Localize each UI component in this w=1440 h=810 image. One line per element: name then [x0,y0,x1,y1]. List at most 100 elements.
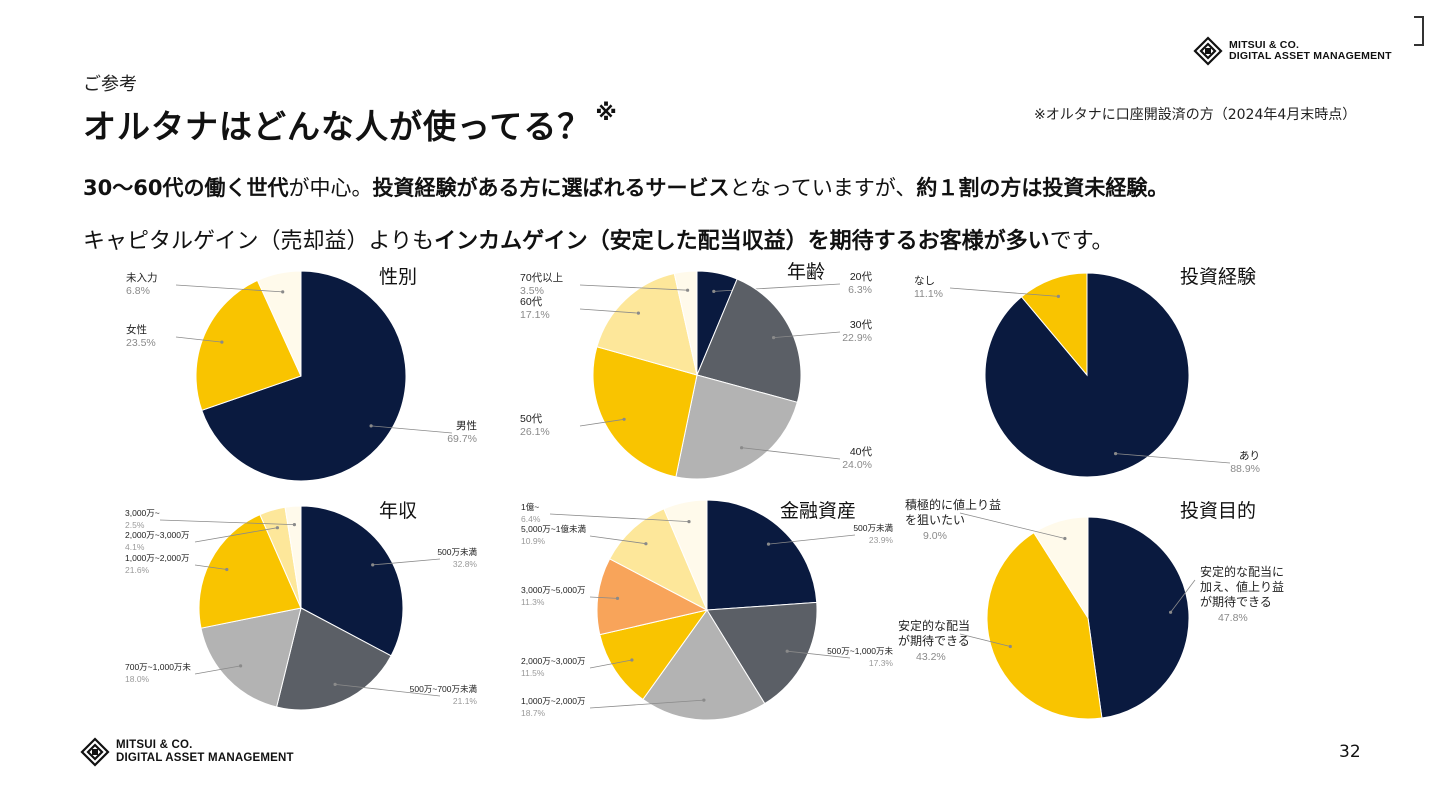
leader-dot [630,658,634,662]
slice-label: 500万未満 [437,547,477,557]
leader-line [194,564,227,570]
slice-percent: 2.5% [125,520,145,530]
leader-line [773,331,841,338]
leader-dot [644,542,648,546]
slice-percent: 3.5% [520,285,544,297]
leader-dot [333,682,337,687]
leader-dot [766,542,771,546]
brand-line2: DIGITAL ASSET MANAGEMENT [116,752,294,764]
pie-slice-gender [195,279,302,411]
pie-slice-income [275,607,392,711]
leader-dot [220,340,224,344]
leader-line [1115,453,1231,464]
leader-dot [687,520,691,524]
leader-dot [369,424,373,428]
slice-label: 70代以上 [520,272,563,284]
slice-label: 3,000万~ [125,508,160,518]
summary-line-1: 30〜60代の働く世代が中心。投資経験がある方に選ばれるサービスとなっていますが… [83,172,1168,202]
slice-label: 2,000万~3,000万 [125,530,190,540]
pie-slice-assets [663,499,708,611]
summary-highlight: 約１割の方は投資未経験。 [916,176,1169,200]
leader-dot [686,288,690,292]
brand-mark-icon [80,737,110,767]
slice-label: 安定的な配当に [1200,564,1284,579]
slice-percent: 6.8% [126,285,150,297]
pie-slice-assets [642,609,766,721]
summary-text: となっていますが、 [729,176,917,200]
slice-label: が期待できる [898,633,970,648]
pie-slice-assets [706,499,818,611]
slice-label: 女性 [126,323,147,336]
slice-label: 1億~ [521,502,539,512]
leader-dot [772,336,776,340]
slice-percent: 88.9% [1230,463,1260,475]
slice-percent: 9.0% [923,530,947,542]
leader-line [1170,579,1196,613]
slice-label: 700万~1,000万未 [125,662,191,672]
leader-line [194,527,278,543]
leader-line [175,336,222,343]
slice-percent: 22.9% [842,332,872,344]
leader-dot [1114,452,1118,456]
slice-percent: 17.3% [869,658,894,668]
slice-percent: 69.7% [447,433,477,445]
pie-slice-assets [706,601,818,705]
leader-line [787,650,851,659]
slice-percent: 47.8% [1218,612,1248,624]
pie-slice-income [284,505,302,609]
leader-dot [292,523,296,527]
page-number: 32 [1339,742,1361,762]
pie-slice-income [200,607,302,708]
leader-dot [740,446,744,450]
page-title-text: オルタナはどんな人が使ってる？ [83,107,592,146]
pie-slice-income [198,513,302,629]
slice-label: 積極的に値上り益 [905,497,1001,512]
slice-label: 安定的な配当 [898,618,970,633]
slice-percent: 11.5% [521,668,545,678]
slice-percent: 23.9% [869,535,894,545]
slice-percent: 18.0% [125,674,150,684]
slice-label: 50代 [520,413,543,425]
slice-percent: 4.1% [125,542,145,552]
brand-name: MITSUI & CO. DIGITAL ASSET MANAGEMENT [116,739,294,765]
slice-percent: 32.8% [453,559,478,569]
slice-percent: 24.0% [842,459,872,471]
page-title: オルタナはどんな人が使ってる？ ※ [83,100,618,148]
leader-line [371,425,453,434]
pie-slice-assets [596,558,709,636]
leader-line [159,519,295,525]
slice-label: 500万~1,000万未 [827,646,893,656]
slice-label: 30代 [850,319,873,331]
chart-title: 投資経験 [1180,266,1256,288]
slice-label: 1,000万~2,000万 [521,696,586,706]
pie-slice-assets [599,609,709,701]
slice-label: が期待できる [1200,594,1272,609]
pie-slice-age [673,270,698,376]
slice-percent: 6.4% [521,514,541,524]
slice-label: 3,000万~5,000万 [521,585,586,595]
leader-line [741,447,841,460]
footnote: ※オルタナに口座開設済の方（2024年4月末時点） [1034,107,1357,123]
slice-percent: 18.7% [521,708,546,718]
slice-percent: 11.3% [521,597,545,607]
slice-percent: 43.2% [916,651,946,663]
slice-label: なし [914,275,935,287]
slice-percent: 10.9% [521,536,546,546]
pie-slice-purpose [1087,516,1190,719]
slice-percent: 11.1% [914,288,943,300]
leader-dot [1008,644,1012,649]
leader-line [579,308,639,314]
summary-highlight: 30〜60代の働く世代 [83,176,289,200]
leader-line [175,284,283,293]
pie-slice-age [696,278,802,403]
leader-dot [225,567,229,572]
slice-label: 500万~700万未満 [410,684,478,694]
slice-label: 60代 [520,296,543,308]
slice-label: あり [1239,450,1260,462]
leader-dot [1063,536,1067,541]
pie-slice-age [596,272,698,376]
leader-dot [281,290,285,294]
leader-line [335,684,441,697]
slice-label: 1,000万~2,000万 [125,553,190,563]
